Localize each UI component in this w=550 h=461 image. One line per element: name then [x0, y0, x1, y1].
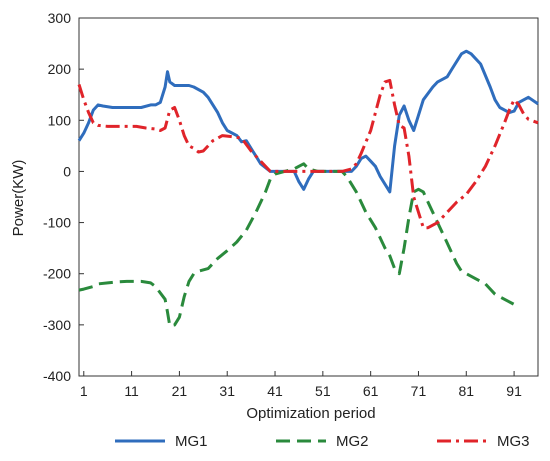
series-line-mg3 [77, 78, 539, 230]
y-tick-label: -200 [43, 266, 71, 282]
y-tick-label: -400 [43, 368, 71, 384]
x-tick-label: 61 [363, 383, 379, 399]
y-tick-label: 300 [48, 10, 72, 26]
y-tick-label: -100 [43, 215, 71, 231]
plot-area [78, 17, 539, 377]
legend-label-mg1: MG1 [175, 433, 208, 450]
series-lines [77, 49, 539, 328]
y-tick-label: 200 [48, 61, 72, 77]
legend: MG1 MG2 MG3 [115, 433, 530, 450]
x-tick-label: 21 [172, 383, 188, 399]
x-axis-label: Optimization period [246, 405, 375, 422]
plot-frame [78, 17, 539, 377]
x-tick-label: 81 [458, 383, 474, 399]
legend-label-mg3: MG3 [497, 433, 530, 450]
y-axis-ticks: -400 -300 -200 -100 0 100 200 300 [43, 10, 84, 384]
y-axis-label: Power(KW) [10, 160, 27, 237]
x-tick-label: 11 [124, 383, 139, 399]
x-tick-label: 51 [315, 383, 331, 399]
y-tick-label: -300 [43, 317, 71, 333]
x-tick-label: 1 [80, 383, 88, 399]
x-tick-label: 91 [506, 383, 522, 399]
legend-label-mg2: MG2 [336, 433, 369, 450]
x-tick-label: 71 [411, 383, 427, 399]
series-line-mg1 [77, 49, 539, 194]
x-axis-ticks: 1 11 21 31 41 51 61 71 81 91 [80, 371, 522, 399]
y-tick-label: 0 [63, 163, 71, 179]
y-tick-label: 100 [48, 112, 72, 128]
series-line-mg2 [78, 162, 520, 328]
x-tick-label: 41 [267, 383, 283, 399]
x-tick-label: 31 [219, 383, 235, 399]
